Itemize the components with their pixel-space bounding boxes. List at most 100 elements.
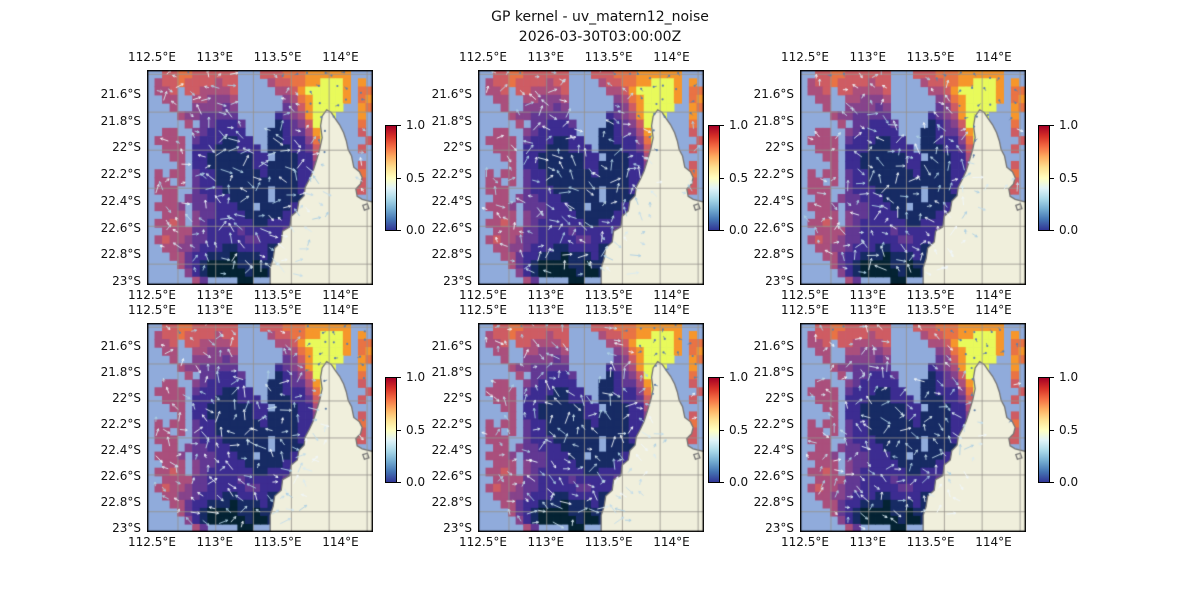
lat-tick: 23°S [443, 521, 472, 536]
lon-tick-top: 114°E [975, 50, 1012, 64]
lat-tick: 22°S [112, 140, 141, 155]
colorbar: 1.0 0.5 0.0 [708, 118, 748, 237]
lat-tick: 22.8°S [100, 247, 141, 262]
lat-tick: 21.6°S [431, 87, 472, 102]
colorbar-gradient [1038, 125, 1050, 231]
lon-tick-bottom: 114°E [322, 535, 359, 549]
colorbar-tick [397, 230, 401, 231]
lon-tick-bottom: 113.5°E [253, 535, 302, 549]
lat-tick: 22.2°S [753, 417, 794, 432]
lon-tick-bottom: 113°E [196, 535, 234, 549]
lat-tick: 21.6°S [753, 339, 794, 354]
lat-tick: 22.2°S [753, 167, 794, 182]
colorbar-tick [1050, 230, 1054, 231]
lon-tick-bottom: 113°E [196, 288, 234, 302]
subplot-r1c1: 112.5°E 112.5°E 113°E 113°E 113.5°E 113.5°E 11… [101, 50, 425, 302]
colorbar-tick [397, 125, 401, 126]
lon-tick-bottom: 114°E [975, 288, 1012, 302]
lat-tick: 22.2°S [431, 417, 472, 432]
lat-tick: 22.4°S [431, 443, 472, 458]
lat-tick: 22.2°S [100, 167, 141, 182]
lon-tick-top: 113°E [849, 50, 887, 64]
lon-tick-bottom: 112.5°E [459, 288, 507, 302]
lon-tick-bottom: 113.5°E [906, 288, 955, 302]
lat-tick: 22.4°S [100, 193, 141, 208]
lat-tick: 23°S [765, 273, 794, 288]
lon-tick-bottom: 113°E [527, 535, 565, 549]
colorbar: 1.0 0.5 0.0 [385, 370, 425, 489]
lon-tick-bottom: 113°E [849, 288, 887, 302]
lat-tick: 22.4°S [753, 443, 794, 458]
lat-tick: 22°S [443, 391, 472, 406]
colorbar-gradient [708, 125, 720, 231]
lat-tick: 22.4°S [431, 193, 472, 208]
lat-tick: 22.4°S [753, 193, 794, 208]
colorbar-tick [720, 377, 724, 378]
colorbar-tick [1050, 429, 1054, 431]
map-canvas [147, 70, 373, 285]
colorbar-tick-label: 0.5 [1059, 170, 1079, 185]
subplot-r2c2: 112.5°E 112.5°E 113°E 113°E 113.5°E 113.5°E 11… [432, 303, 748, 549]
subplot-r1c3: 112.5°E 112.5°E 113°E 113°E 113.5°E 113.5°E 11… [754, 50, 1078, 302]
colorbar-tick [720, 125, 724, 126]
lon-tick-bottom: 113.5°E [253, 288, 302, 302]
lat-tick: 22.6°S [100, 220, 141, 235]
colorbar-tick [720, 230, 724, 231]
lat-tick: 22°S [765, 391, 794, 406]
subplot-r1c2: 112.5°E 112.5°E 113°E 113°E 113.5°E 113.5°E 11… [432, 50, 748, 302]
colorbar-tick-label: 1.0 [406, 370, 426, 384]
colorbar-tick-label: 1.0 [1059, 118, 1079, 132]
colorbar-tick [1050, 377, 1054, 378]
lat-tick: 21.8°S [753, 113, 794, 128]
colorbar-tick-label: 1.0 [1059, 370, 1079, 384]
colorbar-tick-label: 0.0 [1059, 223, 1079, 237]
colorbar-tick-label: 0.5 [729, 422, 749, 437]
lat-tick: 23°S [112, 521, 141, 536]
map-canvas [478, 70, 704, 285]
lon-tick-bottom: 113.5°E [584, 535, 633, 549]
lon-tick-top: 114°E [653, 50, 690, 64]
lon-tick-top: 114°E [653, 303, 690, 317]
lat-tick: 22.8°S [100, 495, 141, 510]
lat-tick: 22.6°S [431, 469, 472, 484]
lon-tick-top: 112.5°E [128, 50, 176, 64]
lon-tick-top: 113.5°E [906, 50, 955, 64]
lon-tick-top: 114°E [322, 303, 359, 317]
lon-tick-top: 112.5°E [459, 50, 507, 64]
lat-tick: 21.8°S [100, 113, 141, 128]
lon-tick-top: 113°E [196, 303, 234, 317]
colorbar-tick-label: 0.0 [1059, 475, 1079, 489]
colorbar-tick [720, 429, 724, 431]
lon-tick-top: 113.5°E [253, 303, 302, 317]
lat-tick: 21.6°S [100, 87, 141, 102]
lon-tick-top: 113°E [196, 50, 234, 64]
colorbar-tick [720, 482, 724, 483]
lat-tick: 23°S [765, 521, 794, 536]
lon-tick-top: 113.5°E [584, 50, 633, 64]
lat-tick: 22.2°S [431, 167, 472, 182]
lat-tick: 22°S [443, 140, 472, 155]
colorbar-tick-label: 0.5 [1059, 422, 1079, 437]
lon-tick-top: 113°E [527, 303, 565, 317]
colorbar-tick [1050, 177, 1054, 179]
colorbar: 1.0 0.5 0.0 [708, 370, 748, 489]
lat-tick: 21.6°S [753, 87, 794, 102]
lat-tick: 22.6°S [753, 220, 794, 235]
map-canvas [800, 70, 1026, 285]
lat-tick: 21.6°S [100, 339, 141, 354]
colorbar: 1.0 0.5 0.0 [1038, 370, 1078, 489]
map-canvas [478, 323, 704, 532]
colorbar-gradient [385, 125, 397, 231]
lat-tick: 22.6°S [753, 469, 794, 484]
lat-tick: 22.6°S [431, 220, 472, 235]
colorbar-tick [720, 177, 724, 179]
lon-tick-bottom: 112.5°E [128, 535, 176, 549]
colorbar-tick-label: 0.0 [406, 223, 426, 237]
colorbar-tick [1050, 125, 1054, 126]
lon-tick-top: 112.5°E [781, 303, 829, 317]
lon-tick-bottom: 112.5°E [128, 288, 176, 302]
figure-subtitle: 2026-03-30T03:00:00Z [518, 29, 682, 45]
colorbar-tick-label: 0.0 [406, 475, 426, 489]
lon-tick-top: 113.5°E [906, 303, 955, 317]
